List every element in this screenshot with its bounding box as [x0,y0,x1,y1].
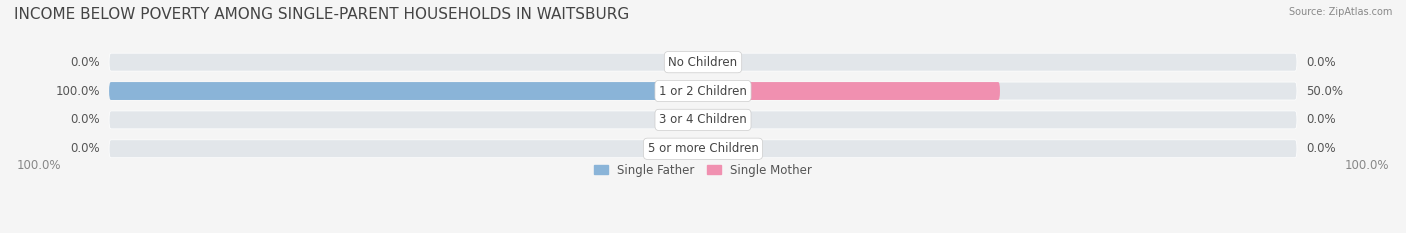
Text: 50.0%: 50.0% [1306,85,1343,98]
FancyBboxPatch shape [703,53,1296,71]
FancyBboxPatch shape [110,140,703,158]
Text: Source: ZipAtlas.com: Source: ZipAtlas.com [1288,7,1392,17]
Text: 100.0%: 100.0% [1344,159,1389,172]
Text: 0.0%: 0.0% [70,56,100,69]
FancyBboxPatch shape [110,111,703,129]
Text: 0.0%: 0.0% [1306,113,1336,126]
FancyBboxPatch shape [703,140,1296,158]
Text: INCOME BELOW POVERTY AMONG SINGLE-PARENT HOUSEHOLDS IN WAITSBURG: INCOME BELOW POVERTY AMONG SINGLE-PARENT… [14,7,630,22]
FancyBboxPatch shape [110,82,703,100]
Text: 0.0%: 0.0% [70,113,100,126]
Text: 1 or 2 Children: 1 or 2 Children [659,85,747,98]
Text: 0.0%: 0.0% [70,142,100,155]
Text: 0.0%: 0.0% [1306,142,1336,155]
FancyBboxPatch shape [703,82,1296,100]
Legend: Single Father, Single Mother: Single Father, Single Mother [589,159,817,181]
FancyBboxPatch shape [110,53,703,71]
Text: 3 or 4 Children: 3 or 4 Children [659,113,747,126]
Text: 5 or more Children: 5 or more Children [648,142,758,155]
FancyBboxPatch shape [110,82,703,100]
Text: No Children: No Children [668,56,738,69]
FancyBboxPatch shape [703,111,1296,129]
Text: 100.0%: 100.0% [56,85,100,98]
Text: 100.0%: 100.0% [17,159,62,172]
Text: 0.0%: 0.0% [1306,56,1336,69]
FancyBboxPatch shape [703,82,1000,100]
